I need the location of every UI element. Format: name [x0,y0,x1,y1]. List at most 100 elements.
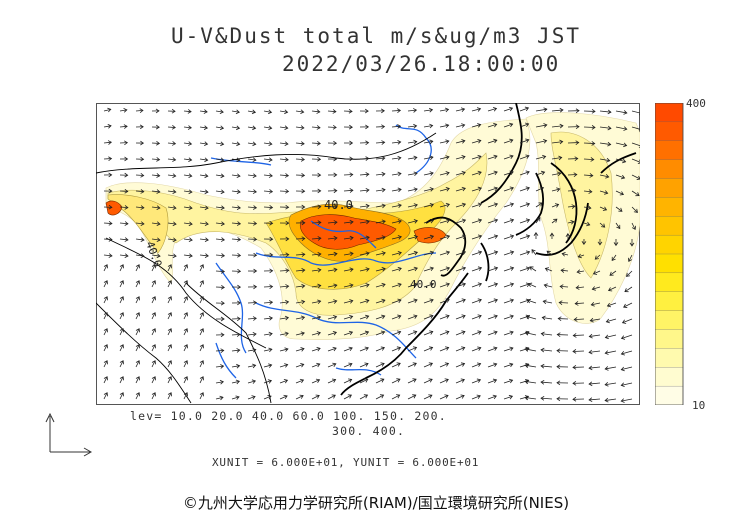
wind-vector [199,206,209,209]
wind-vector [247,349,256,352]
wind-vector [407,283,418,288]
wind-vector [599,126,611,129]
wind-vector [151,344,156,352]
wind-vector-head [151,392,156,397]
wind-vector-head [236,205,241,210]
wind-vector-head [365,267,370,272]
wind-vector-head [477,234,483,239]
wind-vector-head [477,202,483,208]
wind-vector-head [493,218,499,223]
wind-vector [103,222,112,224]
wind-vector [167,280,172,288]
wind-vector-head [332,124,337,130]
wind-vector-head [331,378,337,383]
wind-vector [343,284,353,288]
wind-vector [183,174,192,177]
wind-vector [391,394,400,400]
wind-vector-head [220,205,225,211]
wind-vector-head [606,302,612,308]
wind-vector-head [546,250,551,255]
wind-vector-head [581,241,587,246]
wind-vector [183,376,188,384]
wind-vector-head [493,170,498,176]
wind-vector-head [413,219,418,224]
wind-vector [135,254,145,257]
wind-vector-head [365,314,370,320]
wind-vector-head [188,141,193,146]
wind-vector-head [269,300,274,305]
wind-vector [471,171,482,176]
dust-plume-japan-mid [550,131,613,279]
wind-vector-head [219,125,225,131]
wind-vector-head [156,205,161,210]
wind-vector [423,267,434,272]
wind-vector [279,285,289,288]
wind-vector-head [444,107,450,113]
wind-vector [423,109,433,112]
wind-vector [407,141,417,144]
wind-vector [621,350,633,355]
wind-vector [455,379,465,384]
wind-vector [295,158,305,161]
wind-vector [263,317,273,320]
wind-vector [151,238,161,241]
wind-vector [407,331,417,336]
wind-vector-head [188,237,193,243]
wind-vector-head [477,154,482,160]
wind-vector-head [268,347,273,353]
wind-vector-head [589,173,594,178]
wind-vector-head [188,221,193,227]
wind-vector-head [333,267,338,273]
wind-vector-head [317,188,322,194]
wind-vector-head [103,328,108,333]
wind-vector [263,126,272,129]
wind-vector [327,316,337,320]
wind-vector-head [604,334,609,340]
wind-vector [311,237,321,240]
wind-vector-head [381,267,386,272]
wind-vector-head [445,298,450,303]
wind-vector [455,124,465,128]
colorbar-cell [655,329,684,350]
wind-vector [199,280,204,288]
wind-vector [551,141,563,144]
wind-vector [343,205,354,208]
colorbar-cell [655,159,684,180]
wind-vector-head [183,392,188,397]
wind-vector [231,238,241,241]
wind-vector [611,254,617,261]
wind-vector-head [429,155,434,160]
wind-vector-head [492,378,498,384]
wind-vector [407,204,418,208]
wind-vector-head [557,171,562,177]
wind-vector-head [413,123,418,129]
wind-vector [525,397,537,400]
wind-vector-head [188,189,193,195]
colorbar-cell [655,103,684,123]
wind-vector-head [616,224,621,230]
wind-vector-head [588,397,593,403]
wind-vector-head [269,236,274,242]
wind-vector [471,299,482,304]
wind-vector-head [204,221,209,227]
wind-vector-head [188,253,193,259]
wind-vector-head [591,108,596,114]
wind-vector [135,174,144,176]
wind-vector-head [301,268,306,273]
wind-vector [525,380,537,384]
wind-vector-head [268,315,273,321]
wind-vector [519,331,530,336]
wind-vector [263,380,272,384]
wind-vector [631,126,640,130]
wind-vector-head [524,363,529,368]
wind-vector-head [412,362,417,367]
wind-vector-head [349,251,354,257]
wind-vector [471,140,481,144]
wind-vector [199,264,204,272]
wind-vector [375,173,385,176]
wind-vector [487,347,497,352]
wind-vector [599,110,611,113]
wind-vector-head [103,280,108,285]
wind-vector-head [300,363,305,368]
wind-vector [359,394,368,400]
